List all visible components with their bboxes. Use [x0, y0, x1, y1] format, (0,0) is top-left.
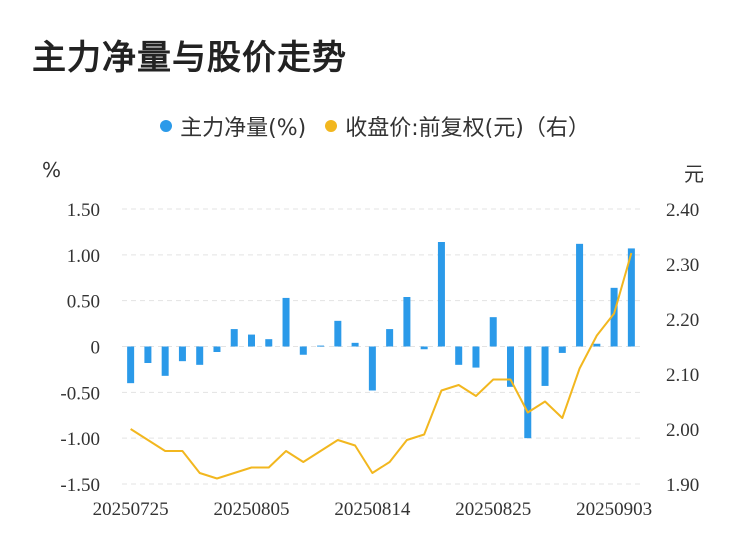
- bar: [161, 346, 169, 376]
- y-left-tick-label: -0.50: [60, 383, 100, 404]
- bar: [455, 346, 463, 365]
- legend: 主力净量(%) 收盘价:前复权(元)（右）: [0, 110, 750, 142]
- bar: [576, 243, 584, 347]
- bar: [265, 339, 273, 347]
- bar: [627, 248, 635, 347]
- bar: [213, 346, 221, 352]
- bar: [127, 346, 135, 384]
- x-tick-label: 20250825: [455, 499, 531, 520]
- bar: [541, 346, 549, 386]
- y-left-tick-label: -1.50: [60, 475, 100, 496]
- bar: [196, 346, 204, 365]
- legend-item-close-price[interactable]: 收盘价:前复权(元)（右）: [325, 110, 590, 142]
- bar: [558, 346, 566, 353]
- legend-marker-close-price: [325, 120, 338, 132]
- bar: [351, 342, 359, 347]
- y-right-tick-label: 2.30: [666, 255, 699, 276]
- legend-label-close-price: 收盘价:前复权(元)（右）: [345, 116, 590, 141]
- bar: [610, 287, 618, 347]
- chart-title: 主力净量与股价走势: [32, 38, 347, 78]
- bar: [593, 343, 601, 347]
- y-left-tick-label: 1.50: [67, 200, 100, 221]
- bar: [489, 317, 497, 347]
- bar: [386, 329, 394, 347]
- bar: [144, 346, 152, 363]
- x-tick-label: 20250805: [214, 499, 290, 520]
- y-left-tick-label: -1.00: [60, 429, 100, 450]
- x-tick-label: 20250903: [576, 499, 652, 520]
- y-right-tick-label: 2.40: [666, 200, 699, 221]
- bar: [282, 297, 290, 347]
- bar: [317, 345, 325, 347]
- bar: [230, 329, 238, 347]
- left-axis-unit: %: [42, 158, 62, 182]
- legend-marker-net-volume: [160, 120, 173, 132]
- bar: [472, 346, 480, 368]
- bar: [507, 346, 514, 387]
- bar: [403, 297, 411, 347]
- legend-item-net-volume[interactable]: 主力净量(%): [160, 110, 306, 142]
- bar: [178, 346, 186, 362]
- x-tick-label: 20250814: [334, 499, 411, 520]
- y-right-tick-label: 2.00: [666, 420, 699, 441]
- y-left-tick-label: 0: [91, 338, 101, 359]
- x-tick-label: 20250725: [93, 499, 169, 520]
- bar: [524, 346, 532, 439]
- y-left-tick-label: 0.50: [67, 292, 100, 313]
- bar: [334, 320, 342, 347]
- y-left-tick-label: 1.00: [67, 246, 100, 267]
- right-axis-unit: 元: [684, 162, 704, 186]
- bar: [248, 334, 255, 347]
- legend-label-net-volume: 主力净量(%): [180, 116, 307, 141]
- y-right-tick-label: 2.20: [666, 310, 699, 331]
- bar: [420, 346, 428, 350]
- bar: [368, 346, 376, 391]
- y-right-tick-label: 2.10: [666, 365, 699, 386]
- bar: [437, 242, 445, 347]
- bar: [299, 346, 307, 355]
- price-line: [130, 252, 633, 480]
- y-right-tick-label: 1.90: [666, 475, 699, 496]
